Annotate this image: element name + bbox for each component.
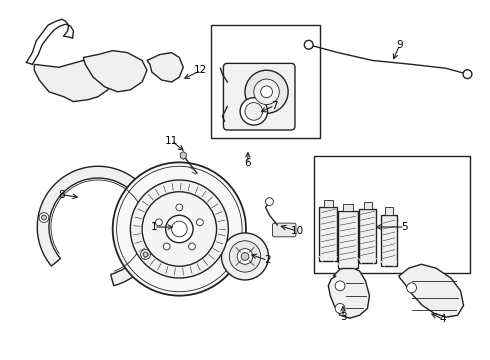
Circle shape — [245, 103, 263, 120]
Circle shape — [189, 243, 196, 250]
Bar — [385, 207, 393, 215]
Circle shape — [143, 252, 148, 257]
Polygon shape — [83, 51, 147, 92]
Bar — [324, 199, 333, 207]
Polygon shape — [399, 264, 464, 317]
Text: 1: 1 — [150, 222, 157, 232]
Text: 7: 7 — [271, 100, 278, 111]
Text: 6: 6 — [245, 158, 251, 168]
Circle shape — [42, 215, 47, 220]
Text: 12: 12 — [194, 65, 208, 75]
Text: 11: 11 — [165, 136, 178, 146]
Circle shape — [221, 233, 269, 280]
Circle shape — [261, 86, 272, 98]
Circle shape — [335, 281, 345, 291]
Circle shape — [407, 283, 416, 293]
Polygon shape — [180, 152, 186, 159]
FancyBboxPatch shape — [223, 63, 295, 130]
Text: 9: 9 — [396, 40, 403, 50]
Polygon shape — [34, 60, 113, 102]
Circle shape — [240, 98, 268, 125]
Bar — [319, 207, 337, 261]
Circle shape — [245, 70, 288, 113]
Circle shape — [142, 192, 217, 266]
Circle shape — [304, 40, 313, 49]
Circle shape — [176, 204, 183, 211]
Bar — [211, 25, 320, 138]
Wedge shape — [37, 166, 159, 286]
Circle shape — [163, 243, 170, 250]
Bar — [314, 156, 470, 273]
Text: 4: 4 — [440, 314, 446, 324]
Text: 10: 10 — [291, 226, 303, 236]
Polygon shape — [328, 266, 369, 318]
Bar — [359, 210, 376, 263]
Circle shape — [130, 180, 228, 278]
Circle shape — [229, 241, 261, 272]
Circle shape — [155, 219, 162, 226]
FancyBboxPatch shape — [272, 223, 296, 237]
Circle shape — [113, 162, 246, 296]
Circle shape — [39, 213, 49, 222]
Circle shape — [266, 198, 273, 206]
Polygon shape — [147, 53, 183, 82]
Circle shape — [254, 79, 279, 104]
Bar — [343, 203, 353, 211]
Text: 8: 8 — [58, 190, 65, 200]
Circle shape — [196, 219, 203, 226]
Circle shape — [335, 303, 345, 313]
Circle shape — [241, 252, 249, 260]
Text: 5: 5 — [401, 222, 408, 232]
Text: 3: 3 — [340, 312, 346, 322]
Bar — [364, 202, 372, 210]
Text: 2: 2 — [264, 255, 271, 265]
Circle shape — [237, 249, 253, 264]
Bar — [338, 211, 358, 268]
Circle shape — [463, 70, 472, 78]
Circle shape — [172, 221, 187, 237]
Circle shape — [166, 215, 193, 243]
Circle shape — [141, 249, 150, 259]
Bar — [381, 215, 397, 266]
